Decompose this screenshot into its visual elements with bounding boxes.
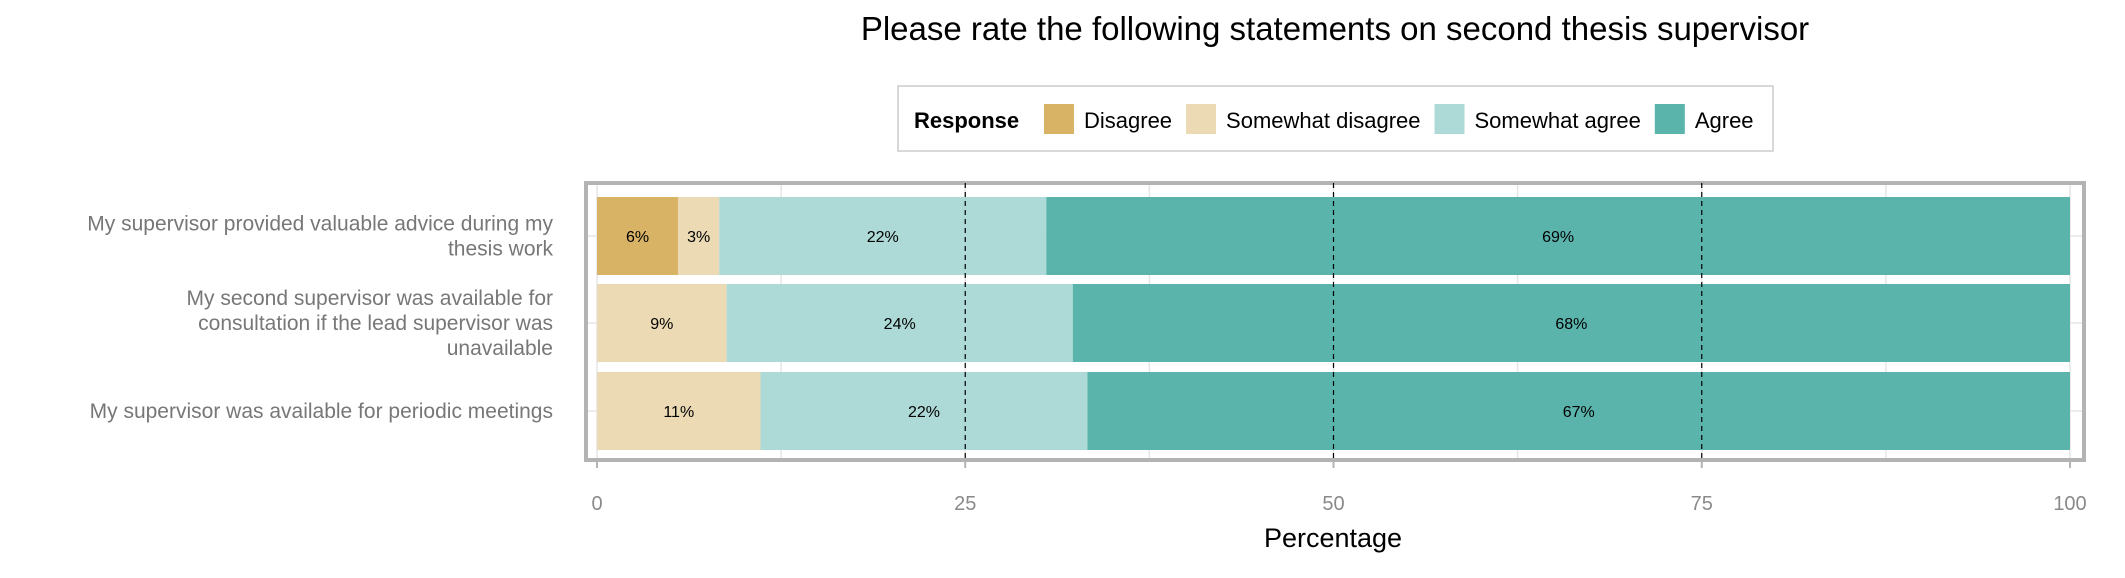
data-label: 68% <box>1555 316 1587 333</box>
data-label: 69% <box>1542 229 1574 246</box>
bar-segment <box>1087 372 2070 450</box>
chart-title: Please rate the following statements on … <box>861 10 1809 47</box>
legend-label: Agree <box>1695 108 1754 133</box>
category-label: unavailable <box>447 337 553 360</box>
legend-label: Disagree <box>1084 108 1172 133</box>
data-label: 67% <box>1563 404 1595 421</box>
bar-segment <box>597 284 727 362</box>
category-label: consultation if the lead supervisor was <box>198 312 553 335</box>
data-label: 9% <box>650 316 673 333</box>
category-label: My second supervisor was available for <box>187 287 554 310</box>
data-label: 6% <box>626 229 649 246</box>
data-label: 22% <box>908 404 940 421</box>
legend-box <box>897 85 1774 152</box>
bar-segment <box>597 197 679 275</box>
bar-segment <box>597 372 761 450</box>
tick-label: 0 <box>591 493 602 515</box>
tick-label: 100 <box>2053 493 2086 515</box>
bar-segment <box>1046 197 2070 275</box>
bar-segment <box>726 284 1073 362</box>
tick-label: 25 <box>954 493 976 515</box>
data-label: 22% <box>867 229 899 246</box>
category-label: My supervisor was available for periodic… <box>90 400 553 423</box>
bar-segment <box>678 197 720 275</box>
tick-label: 50 <box>1322 493 1344 515</box>
bars: 6% 3% 22% 69% 9% 24% 68% 11% 22% 67% <box>597 197 2070 450</box>
legend-swatch <box>1434 104 1465 134</box>
reference-lines <box>964 183 1703 460</box>
legend-title: Response <box>914 108 1019 133</box>
legend-swatch <box>1044 104 1074 134</box>
x-axis-ticks: 0 25 50 75 100 <box>591 460 2087 515</box>
data-label: 3% <box>687 229 710 246</box>
legend: Response Disagree Somewhat disagree Somewh… <box>897 85 1774 152</box>
category-labels: My supervisor provided valuable advice d… <box>87 213 553 424</box>
bar-segment <box>1072 284 2070 362</box>
data-label: 11% <box>663 404 694 421</box>
legend-swatch <box>1186 104 1217 134</box>
category-label: My supervisor provided valuable advice d… <box>87 213 553 236</box>
bar-segment <box>719 197 1047 275</box>
panel-border <box>584 181 2086 462</box>
data-label: 24% <box>884 316 916 333</box>
legend-label: Somewhat disagree <box>1226 108 1420 133</box>
x-axis-title: Percentage <box>1264 523 1402 553</box>
tick-label: 75 <box>1691 493 1713 515</box>
legend-swatch <box>1654 104 1685 134</box>
legend-label: Somewhat agree <box>1475 108 1641 133</box>
category-label: thesis work <box>448 238 554 261</box>
bar-segment <box>760 372 1088 450</box>
